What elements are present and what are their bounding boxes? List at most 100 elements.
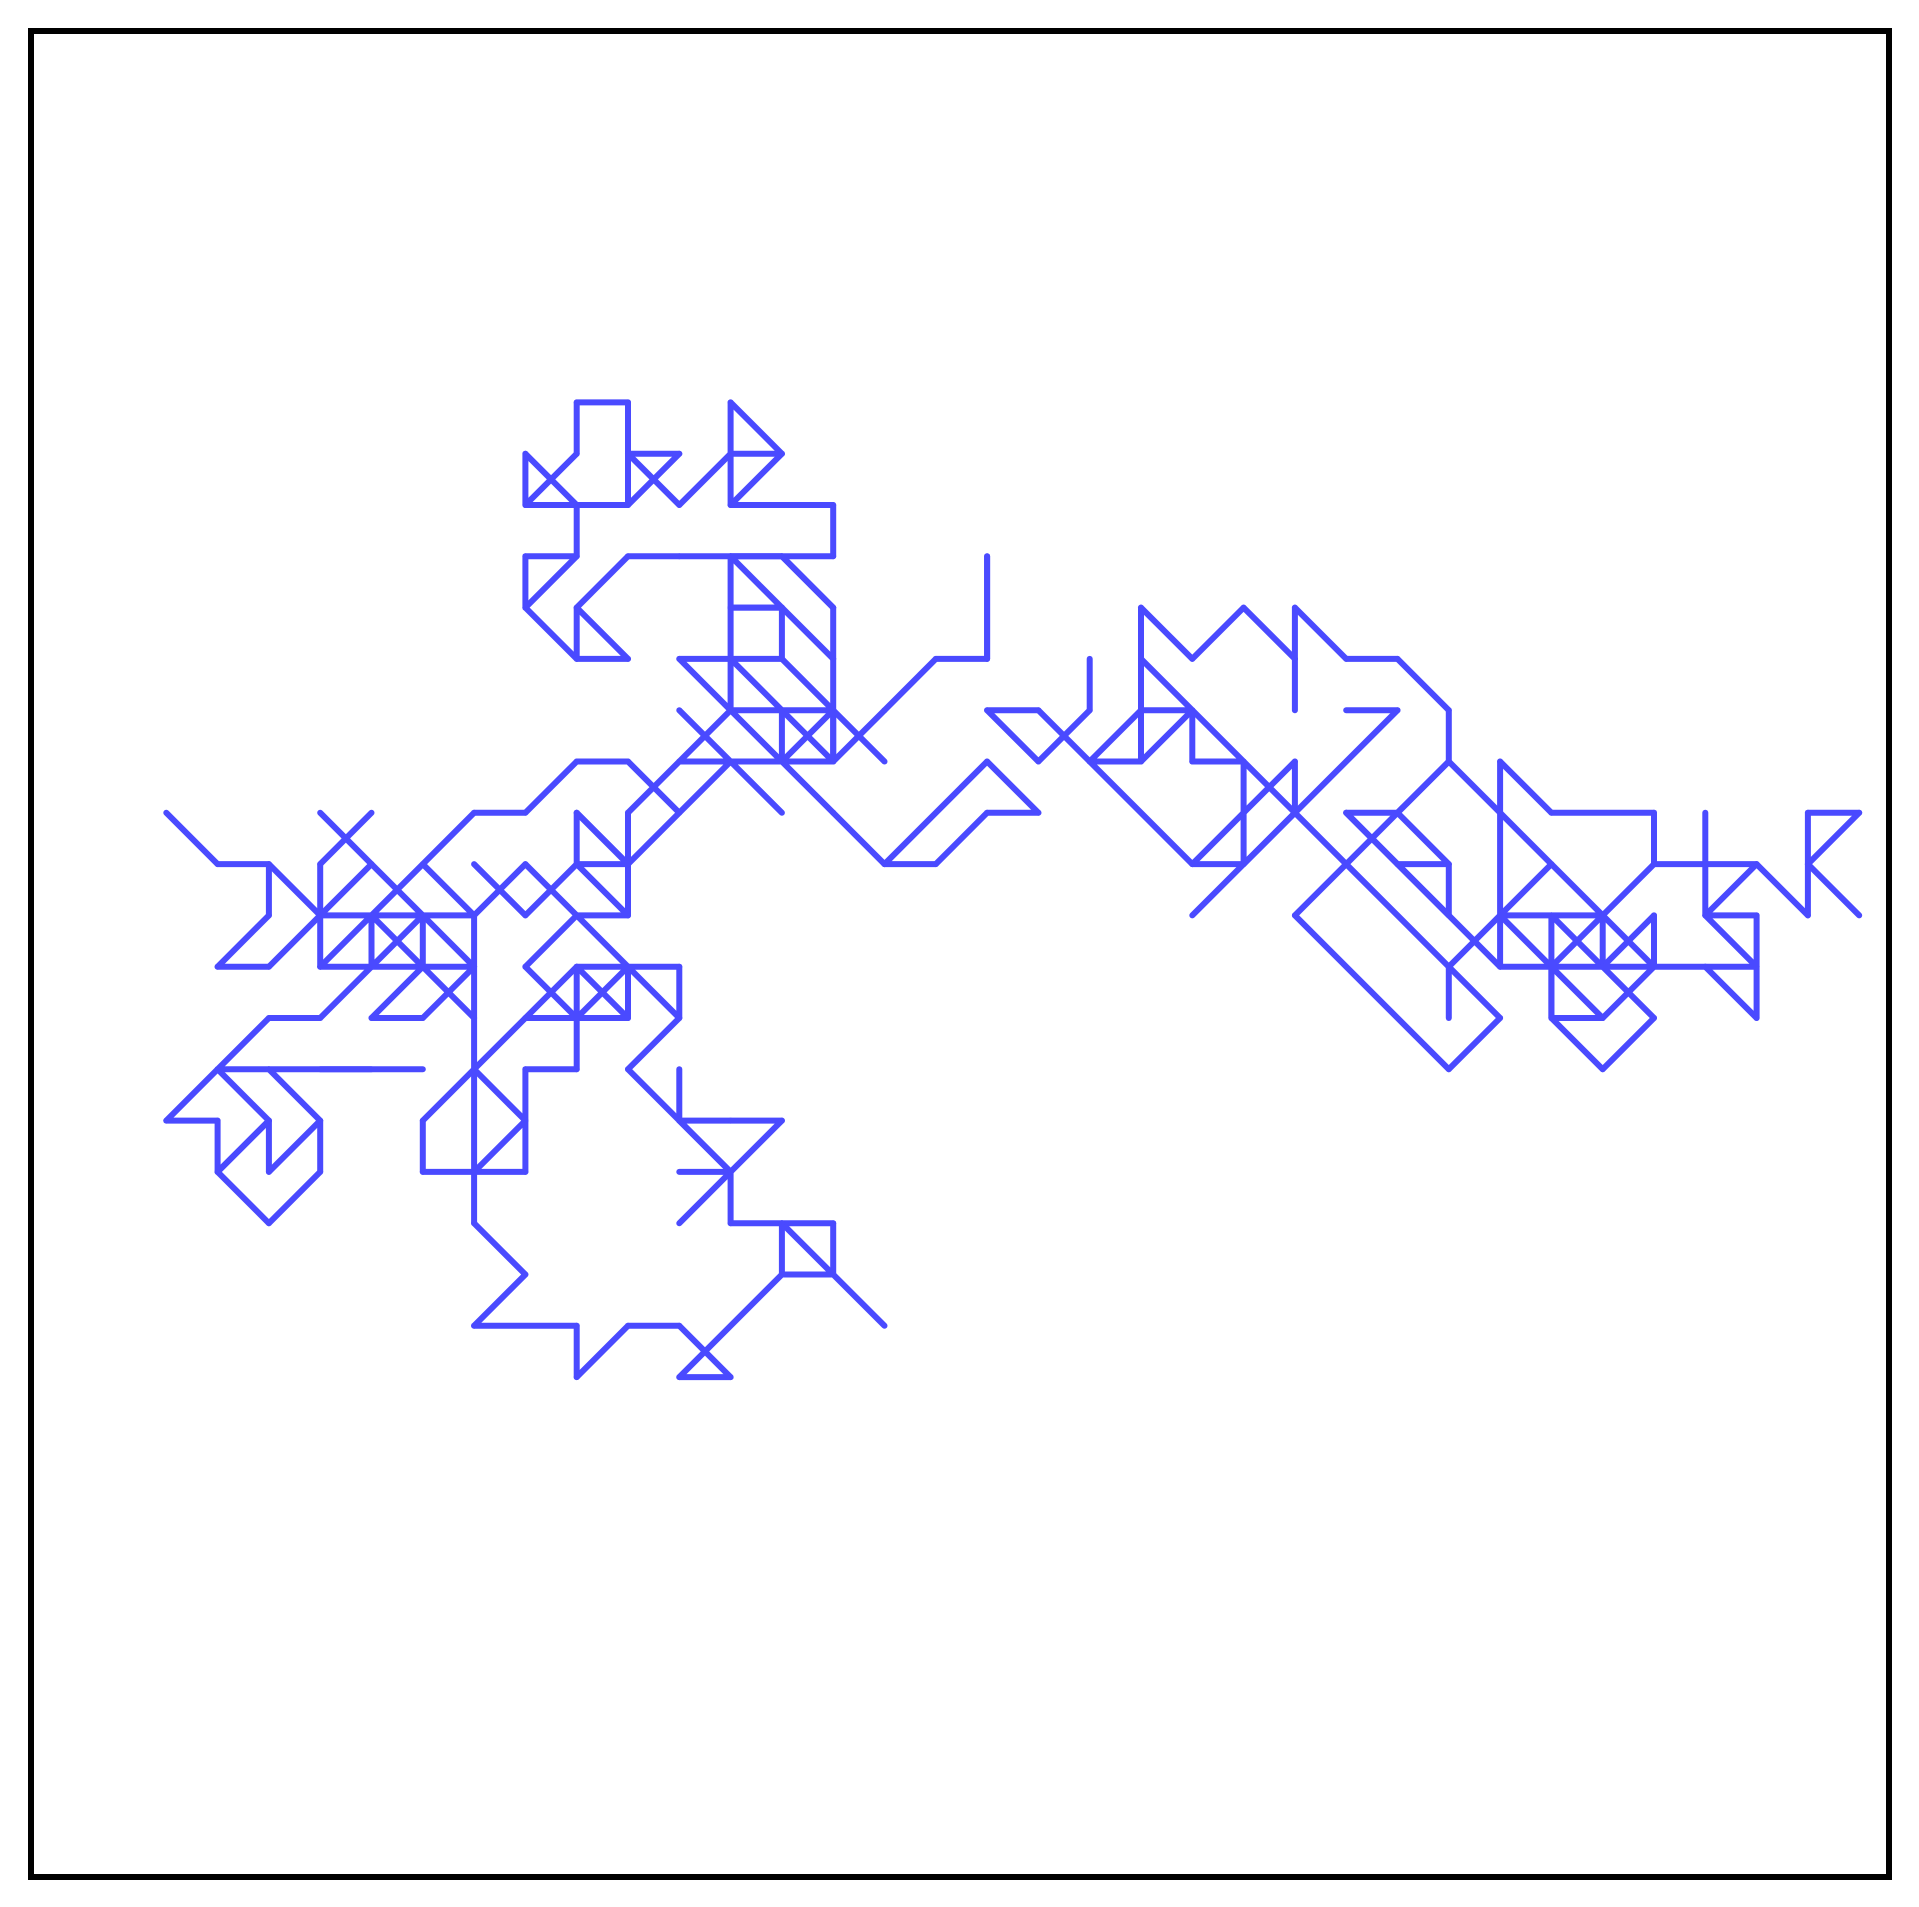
path-segment-208: [1189, 604, 1247, 662]
path-segment-147: [984, 758, 1042, 816]
path-segment-260: [1497, 758, 1555, 816]
path-segment-280: [1702, 912, 1760, 970]
path-segment-241: [1445, 758, 1504, 816]
path-segment-27: [419, 963, 478, 1021]
path-segment-244: [1445, 963, 1504, 1021]
path-segment-41: [471, 861, 529, 919]
path-segment-238: [1394, 809, 1452, 868]
path-segment-230: [1189, 707, 1401, 919]
path-segment-168: [573, 604, 631, 662]
path-segment-268: [1599, 912, 1657, 970]
path-segment-283: [1702, 963, 1760, 1021]
path-segment-51: [625, 809, 683, 868]
path-segment-53: [522, 912, 580, 970]
path-segment-229: [1086, 758, 1196, 868]
path-segment-257: [1548, 912, 1606, 970]
path-segment-124: [676, 707, 734, 765]
path-segment-139: [727, 655, 785, 714]
path-segment-123: [676, 655, 734, 714]
path-segment-209: [1240, 604, 1298, 662]
path-segment-10: [317, 861, 375, 919]
path-segment-71: [471, 1066, 529, 1124]
path-segment-181: [522, 450, 580, 508]
path-segment-175: [573, 553, 631, 611]
path-segment-50: [573, 861, 631, 919]
path-segment-171: [522, 553, 580, 611]
path-segment-259: [1497, 809, 1555, 868]
path-segment-6: [265, 861, 324, 919]
path-segment-151: [881, 655, 939, 714]
path-segment-23: [368, 912, 426, 970]
path-segment-105: [265, 1168, 324, 1227]
path-segment-72: [471, 1117, 529, 1175]
path-segment-247: [1291, 861, 1350, 919]
path-segment-91: [676, 1168, 734, 1227]
path-segment-159: [727, 553, 785, 611]
path-segment-254: [1497, 861, 1555, 919]
path-segment-213: [1394, 655, 1452, 714]
path-segment-277: [1599, 963, 1657, 1021]
path-segment-118: [625, 758, 683, 816]
path-segment-25: [368, 963, 426, 1021]
path-segment-75: [471, 1271, 529, 1329]
path-segment-187: [625, 450, 683, 508]
path-segment-142: [778, 758, 837, 816]
path-segment-13: [419, 861, 478, 919]
plot-frame: [28, 28, 1892, 1880]
path-segment-36: [522, 758, 580, 816]
path-segment-227: [1240, 758, 1298, 816]
path-segment-246: [1291, 912, 1452, 1073]
path-segment-160: [778, 553, 837, 611]
walk-path: [163, 399, 1863, 1381]
path-segment-143: [830, 809, 888, 868]
path-segment-248: [1343, 861, 1452, 970]
path-segment-276: [1599, 1015, 1657, 1073]
path-segment-253: [1548, 861, 1606, 919]
path-segment-32: [317, 963, 375, 1021]
path-segment-22: [419, 912, 478, 970]
path-segment-88: [830, 1271, 888, 1329]
path-segment-240: [1394, 758, 1452, 816]
path-segment-207: [1138, 604, 1196, 662]
path-segment-95: [727, 1117, 785, 1175]
path-segment-137: [778, 707, 837, 765]
path-segment-190: [727, 399, 785, 457]
path-segment-117: [573, 809, 631, 868]
path-segment-162: [778, 604, 837, 662]
path-segment-228: [1291, 809, 1350, 868]
path-segment-289: [1804, 809, 1863, 868]
path-segment-5: [265, 912, 324, 970]
path-segment-201: [1035, 707, 1093, 765]
path-segment-42: [522, 861, 580, 919]
path-segment-106: [214, 1168, 272, 1227]
path-segment-103: [265, 1066, 324, 1124]
path-segment-64: [471, 1015, 529, 1073]
path-segment-245: [1445, 1015, 1504, 1073]
path-segment-150: [830, 707, 888, 765]
path-segment-255: [1497, 912, 1555, 970]
path-segment-0: [163, 809, 221, 868]
path-segment-211: [1291, 604, 1350, 662]
path-segment-250: [1343, 809, 1504, 970]
path-segment-114: [214, 1117, 272, 1175]
path-segment-294: [1599, 861, 1657, 919]
path-segment-222: [1189, 809, 1247, 868]
path-segment-98: [625, 1015, 683, 1073]
path-segment-198: [984, 707, 1042, 765]
path-segment-188: [676, 450, 734, 508]
path-segment-109: [265, 1117, 324, 1175]
path-segment-121: [676, 758, 734, 816]
path-segment-115: [214, 1066, 272, 1124]
path-segment-267: [1548, 963, 1606, 1021]
path-segment-8: [317, 809, 375, 868]
path-segment-3: [214, 912, 272, 970]
path-segment-101: [163, 1066, 221, 1124]
path-segment-65: [419, 1066, 478, 1124]
path-segment-74: [471, 1220, 529, 1278]
path-segment-131: [778, 655, 837, 714]
path-segment-82: [676, 1271, 785, 1381]
path-segment-34: [419, 809, 478, 868]
path-segment-62: [573, 963, 631, 1021]
path-segment-12: [368, 861, 426, 919]
